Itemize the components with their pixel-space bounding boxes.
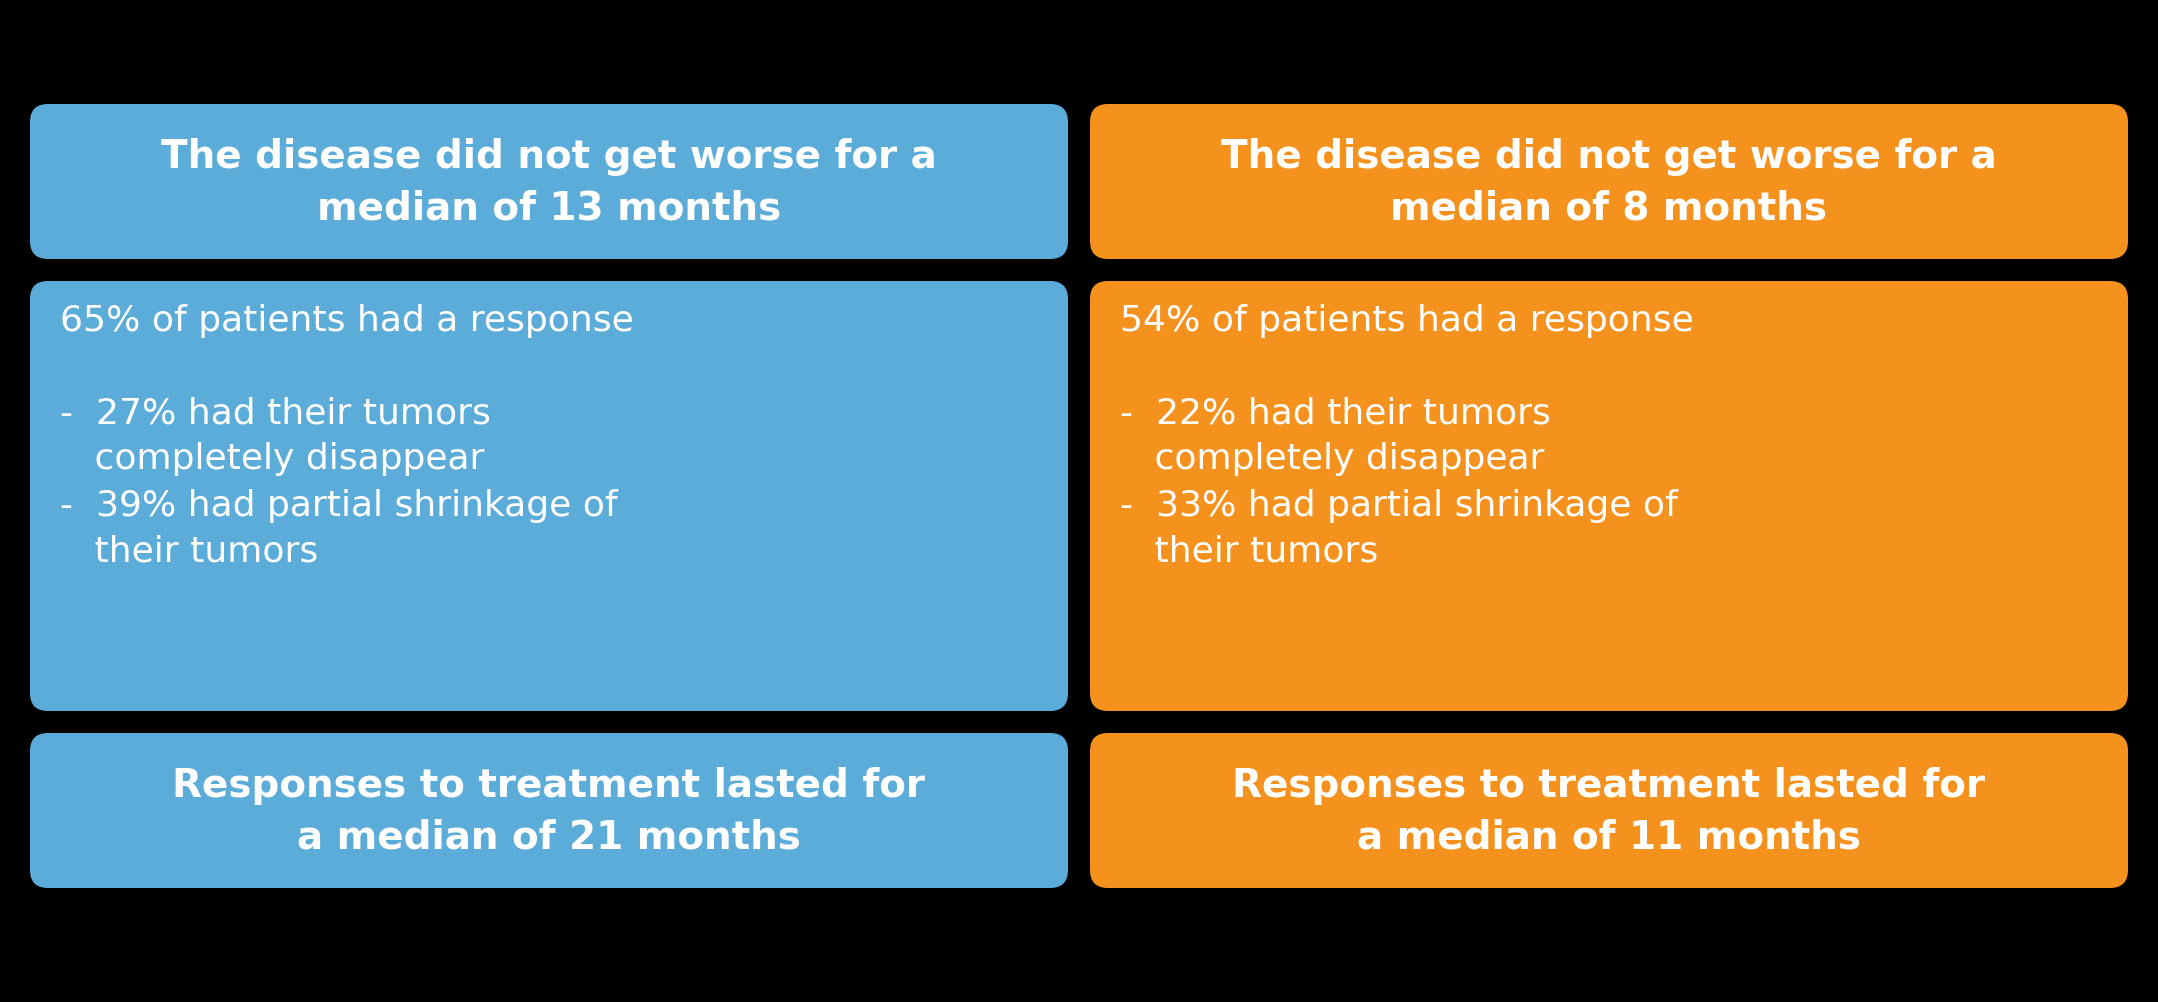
FancyBboxPatch shape xyxy=(1090,733,2128,888)
Text: Responses to treatment lasted for
a median of 21 months: Responses to treatment lasted for a medi… xyxy=(173,766,926,856)
FancyBboxPatch shape xyxy=(30,282,1068,711)
Text: The disease did not get worse for a
median of 13 months: The disease did not get worse for a medi… xyxy=(162,137,937,227)
Text: 65% of patients had a response

-  27% had their tumors
   completely disappear
: 65% of patients had a response - 27% had… xyxy=(60,304,634,568)
Text: 54% of patients had a response

-  22% had their tumors
   completely disappear
: 54% of patients had a response - 22% had… xyxy=(1120,304,1694,568)
FancyBboxPatch shape xyxy=(30,733,1068,888)
Text: The disease did not get worse for a
median of 8 months: The disease did not get worse for a medi… xyxy=(1221,137,1996,227)
FancyBboxPatch shape xyxy=(1090,105,2128,260)
Text: Responses to treatment lasted for
a median of 11 months: Responses to treatment lasted for a medi… xyxy=(1232,766,1985,856)
FancyBboxPatch shape xyxy=(30,105,1068,260)
FancyBboxPatch shape xyxy=(1090,282,2128,711)
